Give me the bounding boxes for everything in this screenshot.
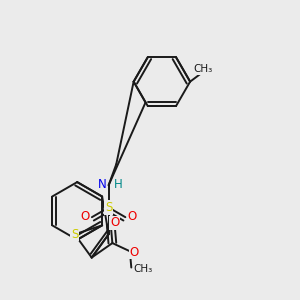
Text: N: N (98, 178, 106, 191)
Text: O: O (128, 210, 137, 223)
Text: S: S (105, 201, 112, 214)
Text: O: O (130, 246, 139, 259)
Text: CH₃: CH₃ (194, 64, 213, 74)
Text: O: O (110, 216, 119, 229)
Text: S: S (71, 228, 78, 241)
Text: H: H (113, 178, 122, 191)
Text: O: O (80, 210, 90, 223)
Text: CH₃: CH₃ (134, 264, 153, 274)
